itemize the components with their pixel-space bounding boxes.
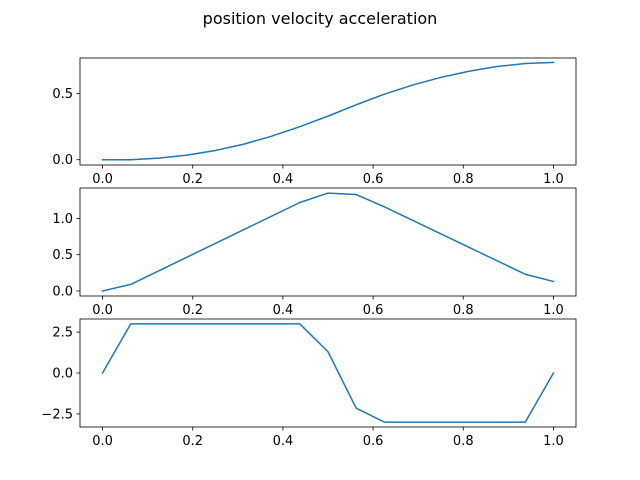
acceleration-xtick-label: 0.2	[182, 434, 203, 449]
acceleration-line	[101, 323, 555, 423]
position-line	[101, 61, 555, 161]
velocity-xtick-label: 0.4	[273, 303, 294, 318]
position-xtick-label: 1.0	[543, 172, 564, 187]
subplot-position: 0.0 0.2 0.4 0.6 0.8 1.0 0.0 0.5	[52, 57, 577, 187]
acceleration-xtick-label: 0.4	[273, 434, 294, 449]
acceleration-ytick-label: 2.5	[52, 326, 73, 341]
figure-title: position velocity acceleration	[203, 9, 438, 28]
position-ytick-label: 0.5	[52, 87, 73, 102]
velocity-xtick-label: 0.6	[363, 303, 384, 318]
position-xtick-label: 0.4	[273, 172, 294, 187]
velocity-line	[101, 192, 555, 292]
velocity-xtick-label: 0.0	[92, 303, 113, 318]
velocity-ytick-label: 0.5	[52, 248, 73, 263]
velocity-xtick-label: 1.0	[543, 303, 564, 318]
velocity-ytick-label: 1.0	[52, 212, 73, 227]
velocity-axes-frame	[79, 187, 577, 297]
position-axes-frame	[79, 57, 577, 166]
velocity-ytick-label: 0.0	[52, 284, 73, 299]
position-xtick-label: 0.8	[453, 172, 474, 187]
acceleration-ytick-label: −2.5	[41, 407, 73, 422]
acceleration-axes-frame	[79, 318, 577, 428]
position-ytick-label: 0.0	[52, 153, 73, 168]
position-xtick-label: 0.0	[92, 172, 113, 187]
acceleration-ytick-label: 0.0	[52, 367, 73, 382]
velocity-xtick-label: 0.8	[453, 303, 474, 318]
acceleration-xtick-label: 1.0	[543, 434, 564, 449]
velocity-xtick-label: 0.2	[182, 303, 203, 318]
subplot-velocity: 0.0 0.2 0.4 0.6 0.8 1.0 0.0 0.5 1.0	[52, 187, 577, 318]
subplot-acceleration: 0.0 0.2 0.4 0.6 0.8 1.0 −2.5 0.0 2.5	[41, 318, 577, 449]
subplots: 0.0 0.2 0.4 0.6 0.8 1.0 0.0 0.5 0.0 0.2 0.4 0.6 0.8 1…	[41, 57, 577, 449]
acceleration-xtick-label: 0.0	[92, 434, 113, 449]
position-xtick-label: 0.6	[363, 172, 384, 187]
acceleration-xtick-label: 0.6	[363, 434, 384, 449]
position-xtick-label: 0.2	[182, 172, 203, 187]
acceleration-xtick-label: 0.8	[453, 434, 474, 449]
